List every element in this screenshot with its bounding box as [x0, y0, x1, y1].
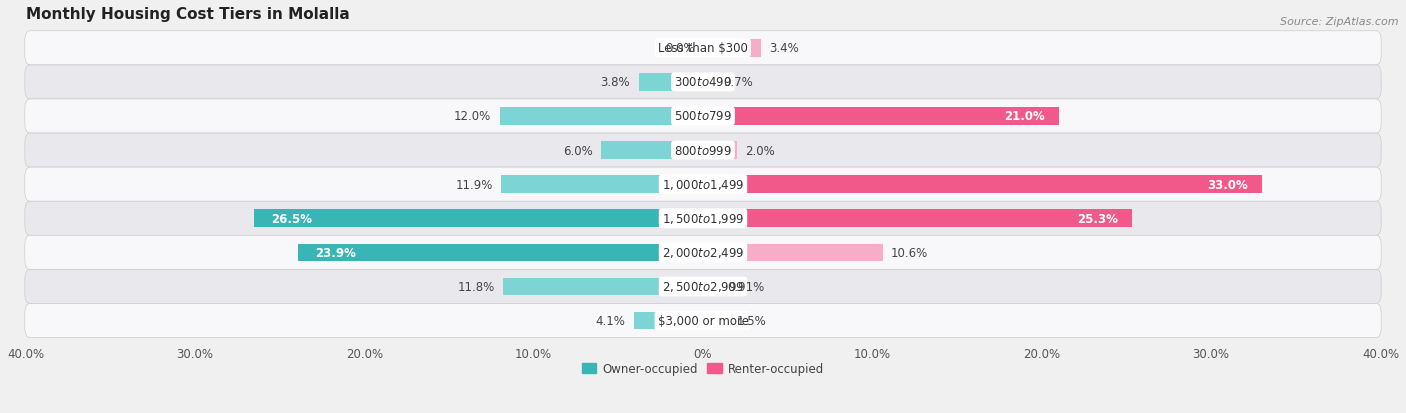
Text: $1,500 to $1,999: $1,500 to $1,999	[662, 212, 744, 226]
Text: 2.0%: 2.0%	[745, 144, 775, 157]
Text: 25.3%: 25.3%	[1077, 212, 1118, 225]
FancyBboxPatch shape	[25, 66, 1381, 100]
Text: 26.5%: 26.5%	[271, 212, 312, 225]
Text: 0.7%: 0.7%	[723, 76, 754, 89]
Text: 11.8%: 11.8%	[457, 280, 495, 293]
Text: 6.0%: 6.0%	[564, 144, 593, 157]
Text: 10.6%: 10.6%	[891, 246, 928, 259]
Bar	[703, 210, 1132, 228]
Bar	[254, 210, 703, 228]
Text: $300 to $499: $300 to $499	[673, 76, 733, 89]
FancyBboxPatch shape	[25, 32, 1381, 66]
Bar	[703, 108, 1059, 126]
Bar	[703, 176, 1263, 194]
Bar	[638, 74, 703, 92]
Bar	[703, 244, 883, 261]
Text: Source: ZipAtlas.com: Source: ZipAtlas.com	[1281, 17, 1399, 26]
Legend: Owner-occupied, Renter-occupied: Owner-occupied, Renter-occupied	[578, 358, 828, 380]
Bar	[503, 278, 703, 296]
Bar	[703, 142, 737, 159]
Text: 21.0%: 21.0%	[1004, 110, 1045, 123]
FancyBboxPatch shape	[25, 236, 1381, 270]
Text: 3.8%: 3.8%	[600, 76, 630, 89]
Bar	[634, 312, 703, 330]
Text: Monthly Housing Cost Tiers in Molalla: Monthly Housing Cost Tiers in Molalla	[25, 7, 349, 22]
Text: Less than $300: Less than $300	[658, 42, 748, 55]
Text: 0.0%: 0.0%	[665, 42, 695, 55]
Text: 0.91%: 0.91%	[727, 280, 763, 293]
Text: $2,000 to $2,499: $2,000 to $2,499	[662, 246, 744, 260]
Text: $1,000 to $1,499: $1,000 to $1,499	[662, 178, 744, 192]
Text: $2,500 to $2,999: $2,500 to $2,999	[662, 280, 744, 294]
Text: 4.1%: 4.1%	[595, 314, 626, 327]
Text: 11.9%: 11.9%	[456, 178, 494, 191]
Bar	[703, 74, 714, 92]
Text: $500 to $799: $500 to $799	[673, 110, 733, 123]
Bar	[703, 278, 718, 296]
FancyBboxPatch shape	[25, 304, 1381, 338]
Text: 3.4%: 3.4%	[769, 42, 799, 55]
FancyBboxPatch shape	[25, 270, 1381, 304]
Text: 1.5%: 1.5%	[737, 314, 766, 327]
Bar	[502, 176, 703, 194]
Bar	[703, 312, 728, 330]
Bar	[602, 142, 703, 159]
Text: 23.9%: 23.9%	[315, 246, 356, 259]
Text: 33.0%: 33.0%	[1208, 178, 1249, 191]
FancyBboxPatch shape	[25, 134, 1381, 168]
Text: $3,000 or more: $3,000 or more	[658, 314, 748, 327]
FancyBboxPatch shape	[25, 100, 1381, 134]
Bar	[298, 244, 703, 261]
FancyBboxPatch shape	[25, 202, 1381, 236]
Bar	[499, 108, 703, 126]
Bar	[703, 40, 761, 57]
Text: 12.0%: 12.0%	[454, 110, 491, 123]
Text: $800 to $999: $800 to $999	[673, 144, 733, 157]
FancyBboxPatch shape	[25, 168, 1381, 202]
